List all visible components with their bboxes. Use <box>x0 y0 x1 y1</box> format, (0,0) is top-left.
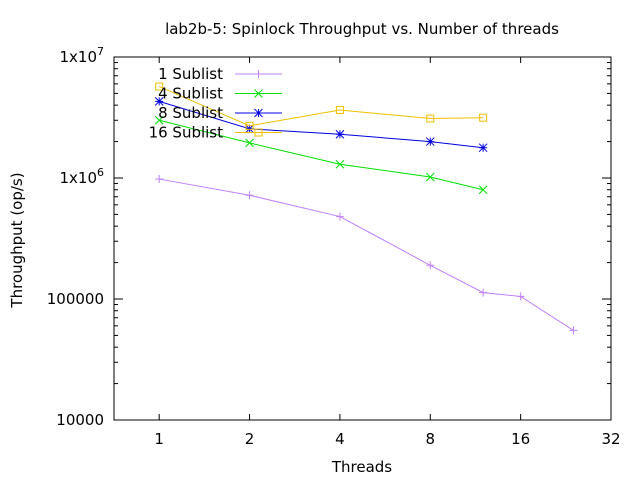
data-point <box>154 96 164 106</box>
series-line <box>159 178 574 331</box>
data-point <box>425 137 435 146</box>
data-point <box>569 326 578 335</box>
legend-label: 8 Sublist <box>158 104 223 122</box>
legend-marker <box>254 108 263 118</box>
data-point <box>516 292 525 301</box>
plot-area: 1 2 4 8 16 32 10000 100000 1x106 1x107 <box>47 45 621 448</box>
data-point <box>426 261 435 270</box>
legend-marker <box>254 128 263 137</box>
x-axis-label: Threads <box>331 458 392 476</box>
x-tick-label: 2 <box>245 430 255 448</box>
y-tick-label: 10000 <box>56 411 104 429</box>
y-axis-label: Throughput (op/s) <box>8 172 26 308</box>
data-point <box>335 129 345 139</box>
data-point <box>426 114 435 123</box>
chart-title: lab2b-5: Spinlock Throughput vs. Number … <box>165 20 559 38</box>
data-point <box>245 138 254 148</box>
x-tick-label: 16 <box>511 430 530 448</box>
y-tick-label: 1x106 <box>59 166 104 187</box>
legend-label: 4 Sublist <box>158 85 223 103</box>
data-point <box>155 82 164 91</box>
data-point <box>154 115 164 125</box>
data-point <box>335 105 344 114</box>
data-point <box>479 288 488 297</box>
series-line <box>159 86 484 127</box>
y-tick-label: 100000 <box>47 290 104 308</box>
x-tick-label: 8 <box>426 430 436 448</box>
data-point <box>245 121 254 130</box>
legend-label: 16 Sublist <box>149 124 224 142</box>
legend-label: 1 Sublist <box>158 65 223 83</box>
y-tick-label: 1x107 <box>59 45 104 66</box>
data-point <box>479 113 488 122</box>
data-point <box>245 191 254 200</box>
x-tick-label: 4 <box>335 430 345 448</box>
data-point <box>335 212 344 221</box>
data-point <box>155 175 164 184</box>
data-point <box>335 159 345 169</box>
plot-frame <box>113 56 612 421</box>
x-tick-label: 1 <box>154 430 164 448</box>
data-point <box>478 143 488 153</box>
data-point <box>478 185 488 195</box>
legend-marker <box>254 89 263 98</box>
x-tick-label: 32 <box>601 430 620 448</box>
data-point <box>425 172 435 182</box>
legend-marker <box>254 70 263 78</box>
